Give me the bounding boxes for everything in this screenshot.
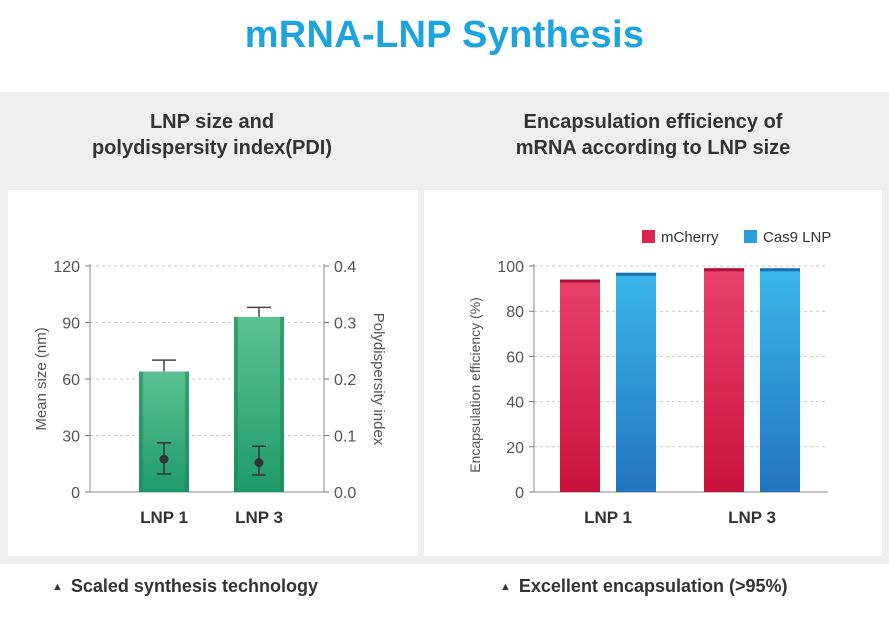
right-panel-body: 0 20 40 60 80 100 Encapsulation efficiency (%)… — [424, 190, 882, 556]
encapsulation-chart: 0 20 40 60 80 100 Encapsulation efficiency (%)… — [467, 229, 831, 527]
bar-top-edge — [560, 279, 600, 283]
legend-swatch — [744, 230, 757, 243]
y2-axis-label: Polydispersity index — [370, 313, 387, 446]
y-tick-label: 0 — [515, 485, 524, 502]
y-tick-label: 60 — [62, 372, 80, 389]
y-tick-label: 20 — [506, 440, 524, 457]
left-caption-text: Scaled synthesis technology — [70, 576, 318, 596]
legend-label: Cas9 LNP — [763, 229, 831, 246]
y-tick-label: 90 — [62, 316, 80, 333]
left-panel-body: 0 30 60 90 120 0.0 0.1 0.2 0.3 0.4 Mean size (nm) P… — [8, 190, 418, 556]
cas9-bar — [760, 268, 800, 492]
right-caption: ▲ Excellent encapsulation (>95%) — [500, 576, 787, 597]
x-tick-label: LNP 1 — [140, 508, 188, 527]
size-bar-edge — [234, 316, 238, 492]
y2-tick-label: 0.2 — [334, 372, 356, 389]
left-caption: ▲ Scaled synthesis technology — [52, 576, 318, 597]
y2-tick-label: 0.1 — [334, 429, 356, 446]
left-panel-heading: LNP size and polydispersity index(PDI) — [91, 111, 333, 159]
mcherry-bar — [560, 279, 600, 492]
y2-tick-label: 0.0 — [334, 485, 356, 502]
right-panel-heading: Encapsulation efficiency of mRNA accordi… — [515, 111, 791, 159]
size-bar-edge — [185, 371, 189, 492]
y-tick-label: 40 — [506, 395, 524, 412]
y-tick-label: 30 — [62, 429, 80, 446]
legend-label: mCherry — [661, 229, 719, 246]
triangle-icon: ▲ — [500, 581, 511, 593]
pdi-point — [159, 454, 169, 464]
y-tick-label: 0 — [71, 485, 80, 502]
y-axis-label: Mean size (nm) — [33, 327, 50, 430]
cas9-bar — [616, 272, 656, 492]
y-axis-label: Encapsulation efficiency (%) — [467, 297, 483, 473]
pdi-point — [254, 458, 264, 468]
size-pdi-chart: 0 30 60 90 120 0.0 0.1 0.2 0.3 0.4 Mean size (nm) P… — [33, 259, 387, 527]
size-bar-edge — [139, 371, 143, 492]
bar-top-edge — [616, 272, 656, 276]
x-tick-label: LNP 1 — [584, 508, 632, 527]
y-tick-label: 60 — [506, 349, 524, 366]
legend-swatch — [642, 230, 655, 243]
size-bar-edge — [280, 316, 284, 492]
page-title: mRNA-LNP Synthesis — [244, 14, 645, 56]
x-tick-label: LNP 3 — [235, 508, 283, 527]
triangle-icon: ▲ — [52, 581, 63, 593]
bar-top-edge — [704, 268, 744, 272]
y-tick-label: 80 — [506, 304, 524, 321]
y2-tick-label: 0.4 — [334, 259, 356, 276]
y-tick-label: 100 — [497, 259, 524, 276]
bar-top-edge — [760, 268, 800, 272]
y-tick-label: 120 — [53, 259, 80, 276]
y2-tick-label: 0.3 — [334, 316, 356, 333]
mcherry-bar — [704, 268, 744, 492]
right-caption-text: Excellent encapsulation (>95%) — [518, 576, 788, 596]
x-tick-label: LNP 3 — [728, 508, 776, 527]
